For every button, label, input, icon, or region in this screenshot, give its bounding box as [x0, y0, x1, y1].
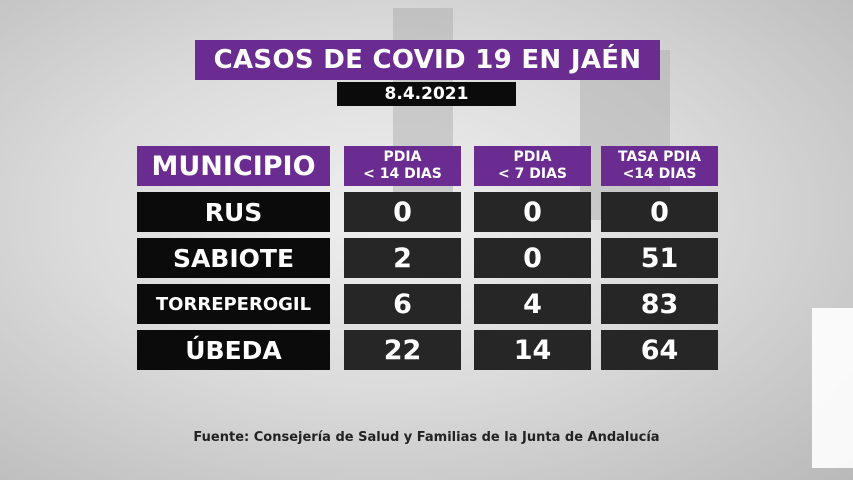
table-cell-pdia-14: 0 [344, 192, 461, 232]
column-header-pdia-7: PDIA < 7 DIAS [474, 146, 591, 186]
table-cell-pdia-7: 0 [474, 238, 591, 278]
table-cell-pdia-7: 14 [474, 330, 591, 370]
source-caption: Fuente: Consejería de Salud y Familias d… [193, 430, 660, 445]
background-panel [812, 308, 853, 468]
page-title: CASOS DE COVID 19 EN JAÉN [195, 40, 660, 80]
table-cell-pdia-14: 6 [344, 284, 461, 324]
table-cell-tasa: 64 [601, 330, 718, 370]
table-cell-pdia-7: 4 [474, 284, 591, 324]
table-cell-tasa: 51 [601, 238, 718, 278]
table-row-municipio: TORREPEROGIL [137, 284, 330, 324]
column-header-tasa-pdia: TASA PDIA <14 DIAS [601, 146, 718, 186]
date-label: 8.4.2021 [337, 82, 516, 106]
table-cell-pdia-14: 2 [344, 238, 461, 278]
table-row-municipio: RUS [137, 192, 330, 232]
table-cell-tasa: 83 [601, 284, 718, 324]
table-cell-pdia-14: 22 [344, 330, 461, 370]
table-row-municipio: SABIOTE [137, 238, 330, 278]
column-header-pdia-14: PDIA < 14 DIAS [344, 146, 461, 186]
table-cell-tasa: 0 [601, 192, 718, 232]
column-header-municipio: MUNICIPIO [137, 146, 330, 186]
table-row-municipio: ÚBEDA [137, 330, 330, 370]
table-cell-pdia-7: 0 [474, 192, 591, 232]
